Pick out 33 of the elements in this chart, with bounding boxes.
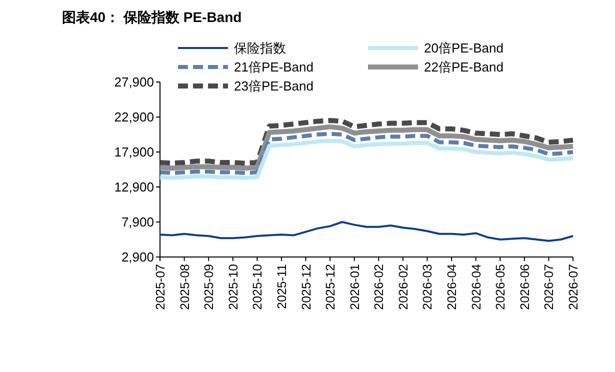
legend-label: 20倍PE-Band (424, 40, 504, 56)
x-tick-label: 2026-04 (469, 264, 484, 310)
x-tick-label: 2026-01 (348, 264, 362, 310)
x-tick-label: 2026-07 (542, 264, 556, 310)
x-tick-label: 2025-09 (202, 264, 216, 310)
x-tick-label: 2025-12 (299, 264, 314, 310)
y-tick-label: 7,900 (121, 214, 154, 230)
y-tick-label: 2,900 (121, 250, 154, 264)
line-series (159, 221, 574, 242)
line-series (158, 138, 575, 180)
y-tick-label: 27,900 (114, 74, 154, 90)
x-tick-label: 2026-07 (566, 264, 580, 310)
legend-label: 21倍PE-Band (234, 60, 314, 74)
line-series (158, 132, 575, 175)
x-tick-label: 2026-03 (420, 264, 435, 310)
legend-label: 23倍PE-Band (234, 78, 314, 94)
legend-label: 22倍PE-Band (424, 60, 504, 74)
y-tick-label: 22,900 (114, 110, 154, 124)
chart-title: 图表40： 保险指数 PE-Band (62, 9, 242, 25)
x-tick-label: 2025-11 (274, 264, 289, 309)
y-tick-label: 12,900 (114, 180, 154, 194)
legend-label: 保险指数 (234, 40, 286, 56)
x-tick-label: 2025-07 (154, 264, 168, 310)
x-tick-label: 2025-08 (178, 264, 192, 310)
x-tick-label: 2026-02 (396, 264, 410, 310)
x-tick-label: 2025-10 (250, 264, 265, 310)
x-tick-label: 2026-06 (518, 264, 532, 310)
x-tick-label: 2026-02 (372, 264, 386, 310)
x-tick-label: 2025-10 (226, 264, 240, 310)
y-tick-label: 17,900 (114, 144, 154, 160)
x-tick-label: 2026-05 (494, 264, 508, 310)
x-tick-label: 2026-04 (445, 264, 460, 310)
x-tick-label: 2025-12 (324, 264, 338, 310)
